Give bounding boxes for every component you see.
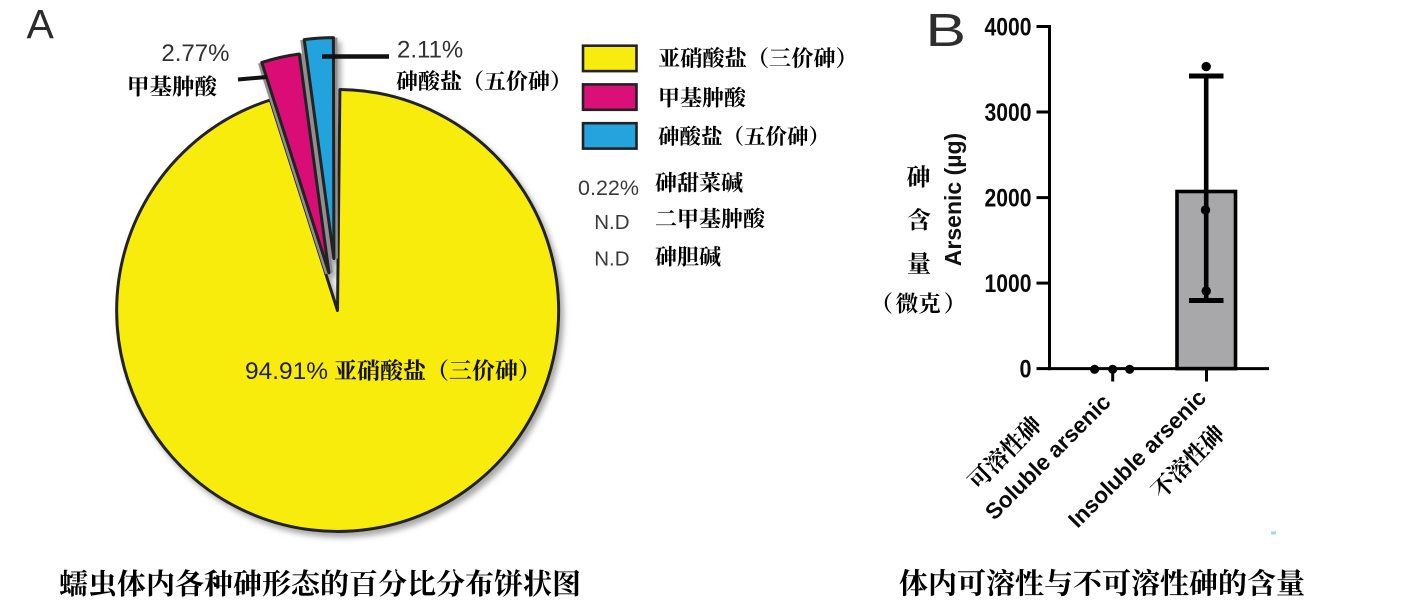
svg-text:B: B [926, 5, 967, 56]
svg-text:2000: 2000 [985, 184, 1032, 212]
svg-text:4000: 4000 [985, 13, 1032, 41]
svg-text:Arsenic (µg): Arsenic (µg) [940, 133, 966, 266]
svg-text:1000: 1000 [985, 270, 1032, 298]
svg-text:0: 0 [1020, 355, 1032, 383]
svg-text:A: A [27, 1, 55, 47]
svg-text:3000: 3000 [985, 99, 1032, 127]
svg-text:94.91%: 94.91% [245, 358, 328, 385]
svg-text:2.11%: 2.11% [397, 37, 463, 64]
svg-text:0.22%: 0.22% [578, 176, 639, 200]
svg-text:N.D: N.D [594, 211, 629, 234]
svg-text:N.D: N.D [594, 247, 629, 270]
svg-text:2.77%: 2.77% [161, 40, 229, 67]
